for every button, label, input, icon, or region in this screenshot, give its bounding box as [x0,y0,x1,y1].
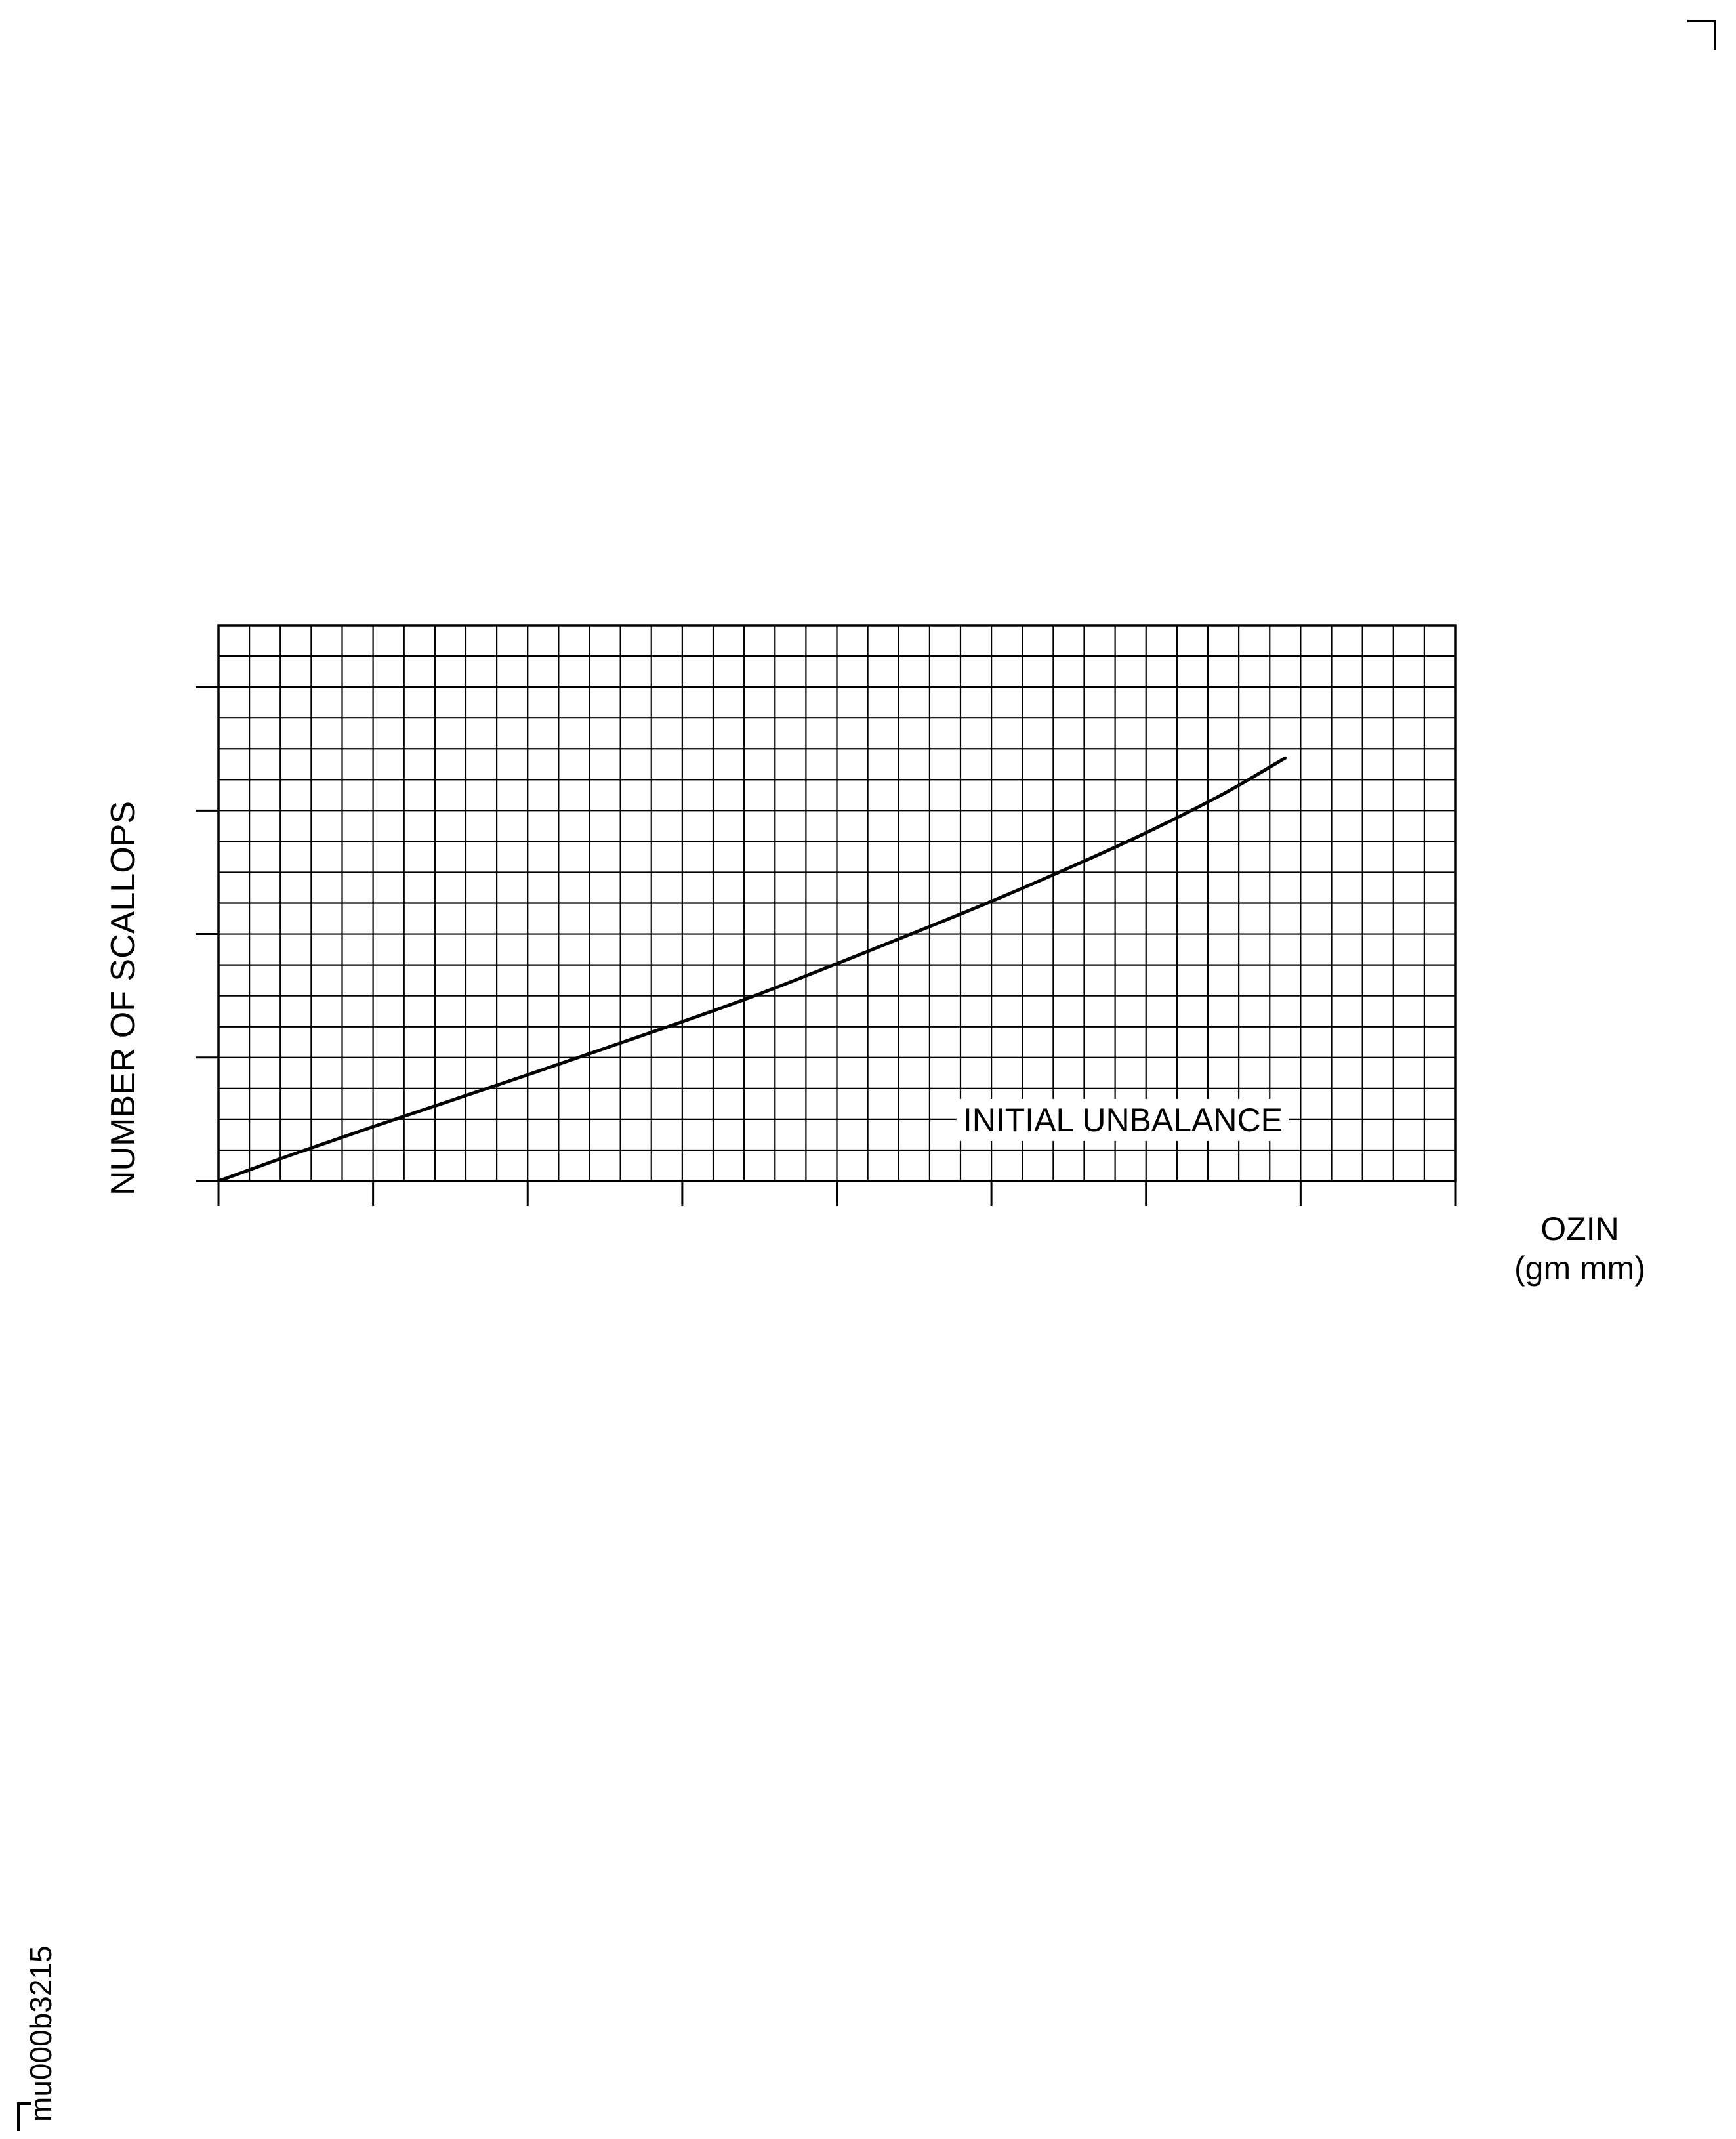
corner-mark-top-right [1687,20,1716,50]
corner-mark-bottom-left [17,2102,31,2131]
document-code: mu000b3215 [24,1945,58,2122]
x-unit-secondary: (gm mm) [1514,1250,1645,1287]
y-axis-title: NUMBER OF SCALLOPS [104,801,142,1195]
series-layer [217,756,1287,1183]
chart: NUMBER OF SCALLOPS OZIN (gm mm) INITIAL … [104,624,1645,1287]
series-line [217,756,1287,1183]
annotation-label: INITIAL UNBALANCE [963,1102,1283,1138]
annotation-layer: INITIAL UNBALANCE [956,1098,1289,1141]
y-axis [196,686,218,1182]
x-axis [217,1181,1457,1206]
annotation-background [956,1098,1289,1141]
x-unit-primary: OZIN [1540,1211,1619,1247]
chart-grid [218,625,1455,1181]
